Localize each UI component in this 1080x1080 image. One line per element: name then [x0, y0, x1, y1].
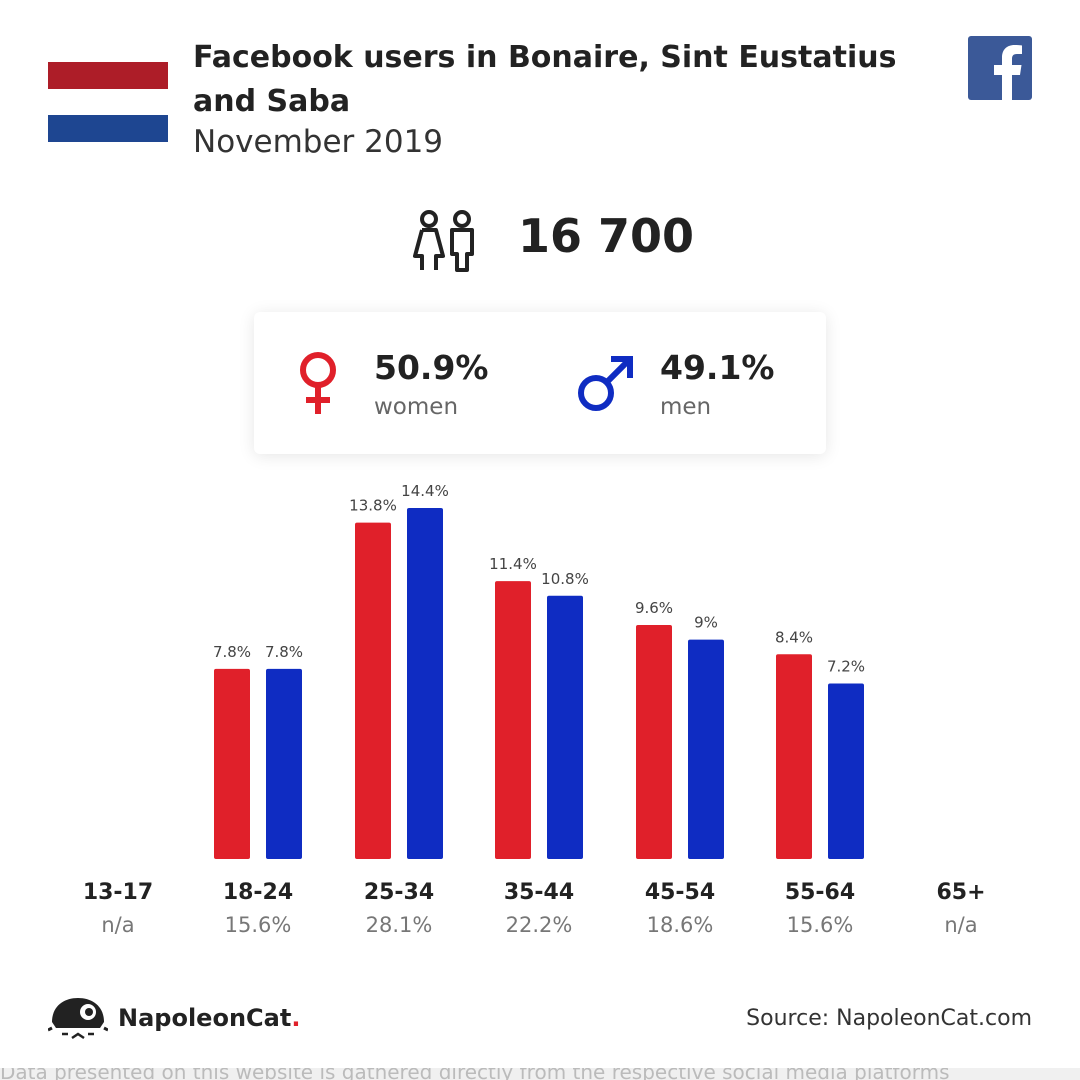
bar-men-18-24 [266, 668, 302, 859]
category-total-45-54: 18.6% [647, 913, 714, 937]
bar-men-55-64 [828, 683, 864, 859]
napoleoncat-brand: NapoleonCat. [118, 1004, 300, 1032]
category-total-35-44: 22.2% [506, 913, 573, 937]
category-total-55-64: 15.6% [787, 913, 854, 937]
category-total-65+: n/a [944, 913, 977, 937]
bar-label-women-45-54: 9.6% [635, 599, 673, 617]
female-symbol-icon [296, 350, 340, 420]
bar-label-women-55-64: 8.4% [775, 628, 813, 646]
facebook-logo-icon [968, 36, 1032, 100]
users-couple-icon [412, 206, 482, 276]
age-gender-bar-chart: 13-17 n/a 7.8% 7.8% 18-24 15.6% 13.8%14.4% 25-3… [83, 482, 986, 937]
men-percent: 49.1% [660, 348, 775, 387]
bar-men-25-34 [407, 508, 443, 859]
page-subtitle: November 2019 [193, 124, 444, 160]
flag-blue-stripe [48, 115, 168, 142]
bar-women-18-24 [214, 668, 250, 859]
flag-red-stripe [48, 62, 168, 89]
bar-label-men-55-64: 7.2% [827, 658, 865, 676]
flag-white-stripe [48, 88, 168, 116]
footer-disclaimer-text: Data presented on this website is gather… [0, 1068, 950, 1080]
page-title: Facebook users in Bonaire, Sint Eustatiu… [193, 40, 897, 119]
bar-label-men-35-44: 10.8% [541, 570, 589, 588]
category-label-25-34: 25-34 [364, 880, 434, 905]
category-label-45-54: 45-54 [645, 880, 715, 905]
bar-label-men-45-54: 9% [694, 614, 718, 632]
men-label: men [660, 394, 712, 420]
bar-men-45-54 [688, 639, 724, 859]
category-label-18-24: 18-24 [223, 880, 293, 905]
category-label-55-64: 55-64 [785, 880, 855, 905]
women-label: women [374, 394, 459, 420]
bar-women-35-44 [495, 581, 531, 859]
brand-dot: . [291, 1004, 301, 1032]
bar-women-55-64 [776, 654, 812, 859]
napoleoncat-logo-icon [47, 994, 109, 1044]
bar-label-men-25-34: 14.4% [401, 482, 449, 500]
category-label-65+: 65+ [936, 880, 985, 905]
male-symbol-icon [576, 354, 636, 418]
bar-label-men-18-24: 7.8% [265, 643, 303, 661]
category-label-13-17: 13-17 [83, 880, 153, 905]
source-credit: Source: NapoleonCat.com [746, 1006, 1032, 1031]
netherlands-flag-icon [48, 62, 168, 142]
category-total-13-17: n/a [101, 913, 134, 937]
brand-name: NapoleonCat [118, 1004, 292, 1032]
category-total-25-34: 28.1% [366, 913, 433, 937]
footer-disclaimer: Data presented on this website is gather… [0, 1068, 1080, 1080]
gender-card: 50.9% women 49.1% men [254, 312, 826, 454]
women-percent: 50.9% [374, 348, 489, 387]
category-total-18-24: 15.6% [225, 913, 292, 937]
bar-label-women-18-24: 7.8% [213, 643, 251, 661]
bar-women-45-54 [636, 625, 672, 859]
bar-label-women-35-44: 11.4% [489, 555, 537, 573]
category-label-35-44: 35-44 [504, 880, 574, 905]
bar-women-25-34 [355, 522, 391, 859]
bar-label-women-25-34: 13.8% [349, 497, 397, 515]
bar-men-35-44 [547, 595, 583, 859]
total-users: 16 700 [518, 209, 695, 263]
